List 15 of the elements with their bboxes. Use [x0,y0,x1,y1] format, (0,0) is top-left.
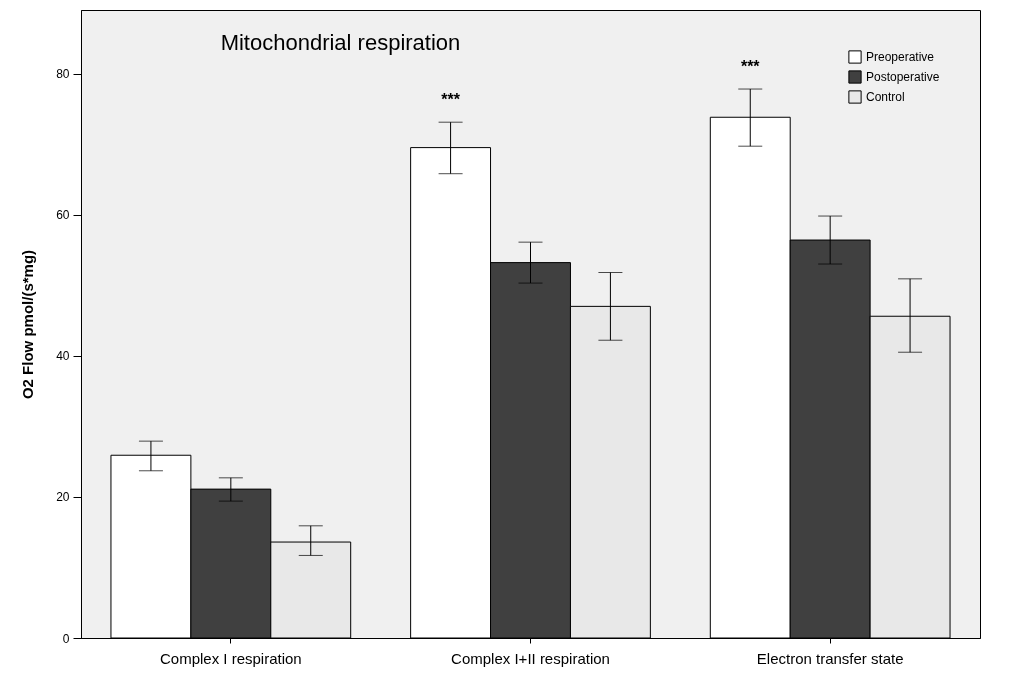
y-tick-label: 40 [56,349,70,364]
y-tick-label: 20 [56,490,70,505]
legend-label: Preoperative [866,50,935,64]
y-tick-label: 60 [56,208,70,223]
text: Mitochondrial respiration [220,30,461,55]
annotation: *** [441,91,461,109]
x-tick-label: Electron transfer state [756,649,904,667]
x-tick-label: Complex I+II respiration [451,649,610,667]
legend-label: Control [866,90,905,104]
y-axis-title: O2 Flow pmol/(s*mg) [19,249,37,400]
y-tick-label: 80 [56,67,70,82]
annotation: *** [740,58,761,76]
x-tick-label: Complex I respiration [159,649,302,667]
y-tick-label: 0 [62,631,70,646]
legend-label: Postoperative [866,70,940,84]
